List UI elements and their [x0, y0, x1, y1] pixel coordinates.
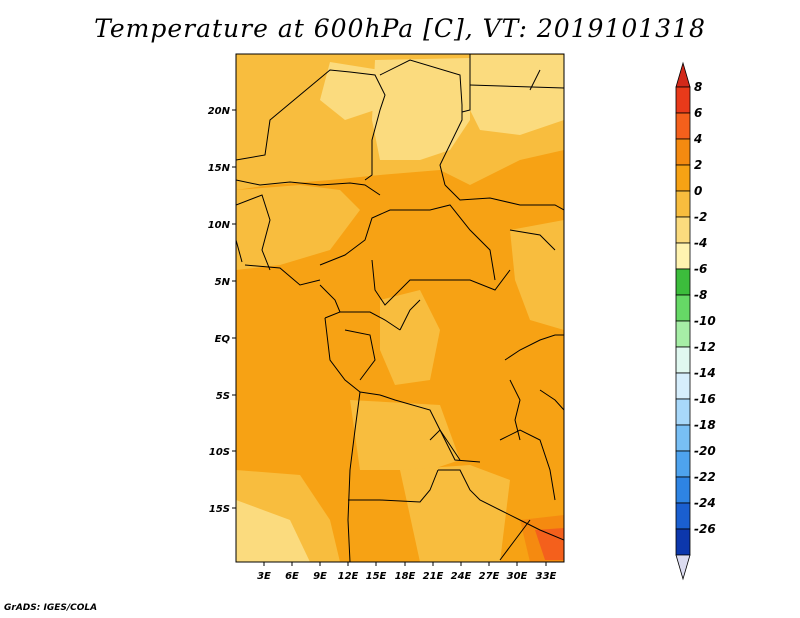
colorbar-label: -6 — [694, 262, 707, 276]
map-frame — [235, 53, 565, 563]
colorbar-label: -14 — [694, 366, 716, 380]
colorbar-swatch — [675, 450, 691, 478]
lon-label: 24E — [451, 571, 472, 582]
colorbar-swatch — [675, 476, 691, 504]
longitude-axis: 3E 6E 9E 12E 15E 18E 21E 24E 27E 30E 33E — [257, 562, 557, 582]
lon-label: 30E — [507, 571, 528, 582]
lon-label: 21E — [423, 571, 444, 582]
colorbar: 8 6 4 2 0 -2 -4 -6 -8 -10 -12 -14 -16 -18 -20 -22 -24 -26 — [675, 61, 716, 581]
lat-label: 10S — [209, 447, 230, 458]
lon-label: 3E — [257, 571, 271, 582]
lon-label: 6E — [285, 571, 299, 582]
lat-label: 5S — [216, 391, 230, 402]
lon-label: 33E — [536, 571, 557, 582]
colorbar-swatch — [675, 502, 691, 530]
lat-label: 5N — [215, 277, 231, 288]
colorbar-label: -4 — [694, 236, 707, 250]
colorbar-label: 6 — [694, 106, 702, 120]
colorbar-swatch — [675, 190, 691, 218]
colorbar-label: -24 — [694, 496, 716, 510]
lat-label: 20N — [208, 106, 231, 117]
colorbar-swatch — [675, 268, 691, 296]
colorbar-swatch — [675, 398, 691, 426]
colorbar-label: -22 — [694, 470, 716, 484]
colorbar-label: 4 — [693, 132, 702, 146]
colorbar-swatch — [675, 86, 691, 114]
colorbar-swatch — [675, 372, 691, 400]
colorbar-swatch — [675, 138, 691, 166]
colorbar-top-arrow — [675, 61, 691, 88]
colorbar-label: -26 — [694, 522, 716, 536]
colorbar-swatch — [675, 346, 691, 374]
lon-label: 18E — [395, 571, 416, 582]
colorbar-swatch — [675, 164, 691, 192]
colorbar-swatch — [675, 112, 691, 140]
colorbar-swatch — [675, 216, 691, 244]
lat-label: 10N — [208, 220, 231, 231]
colorbar-label: -12 — [694, 340, 716, 354]
lat-label: 15S — [209, 504, 230, 515]
colorbar-swatch — [675, 424, 691, 452]
colorbar-label: -18 — [694, 418, 716, 432]
lon-label: 27E — [479, 571, 500, 582]
colorbar-swatch — [675, 294, 691, 322]
lon-label: 12E — [338, 571, 359, 582]
lon-label: 9E — [313, 571, 327, 582]
colorbar-label: -2 — [694, 210, 707, 224]
colorbar-label: 0 — [694, 184, 702, 198]
colorbar-swatch — [675, 528, 691, 556]
lat-label: EQ — [215, 334, 231, 345]
colorbar-bottom-arrow — [675, 554, 691, 581]
temperature-field — [236, 54, 564, 562]
lat-label: 15N — [208, 163, 231, 174]
colorbar-label: 8 — [694, 80, 702, 94]
country-borders — [236, 54, 564, 562]
colorbar-label: 2 — [694, 158, 702, 172]
lon-label: 15E — [366, 571, 387, 582]
colorbar-label: -10 — [694, 314, 716, 328]
colorbar-label: -16 — [694, 392, 716, 406]
colorbar-label: -8 — [694, 288, 707, 302]
colorbar-swatch — [675, 242, 691, 270]
grads-credit: GrADS: IGES/COLA — [4, 603, 98, 613]
colorbar-swatch — [675, 320, 691, 348]
colorbar-label: -20 — [694, 444, 716, 458]
map-title: Temperature at 600hPa [C], VT: 201910131… — [94, 14, 706, 43]
latitude-axis: 20N 15N 10N 5N EQ 5S 10S 15S — [208, 106, 236, 515]
